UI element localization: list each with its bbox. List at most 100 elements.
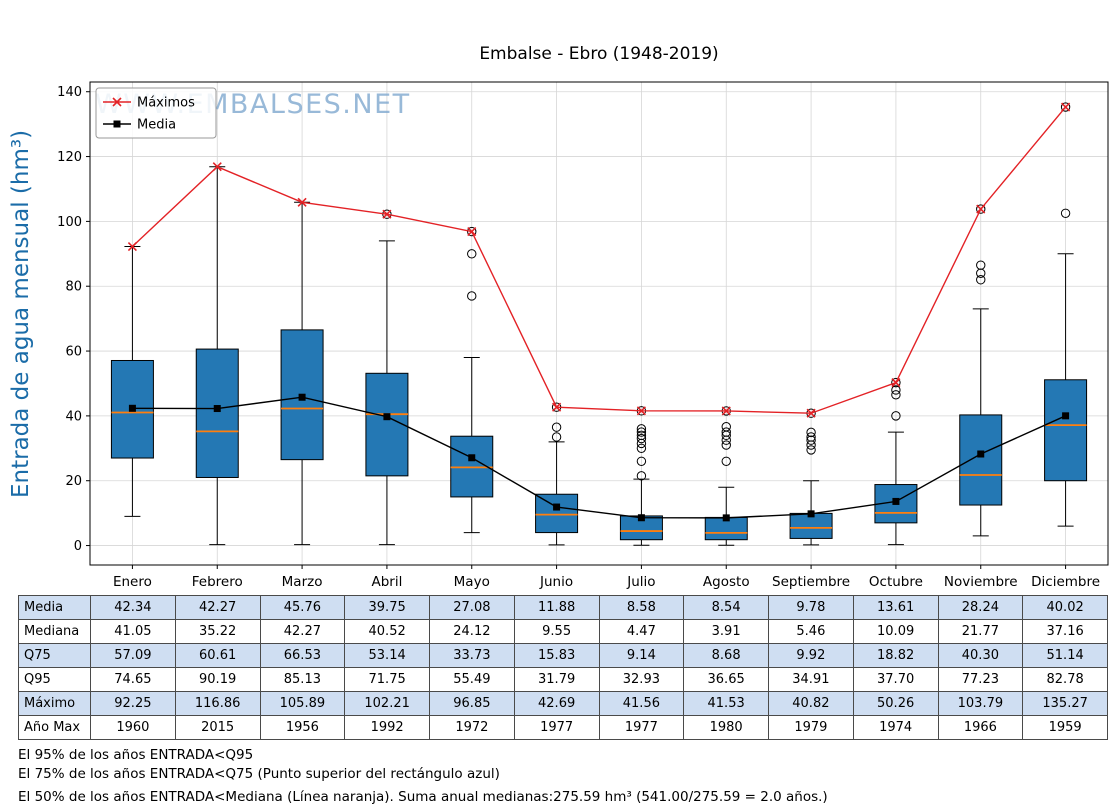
outlier-marker [636,456,647,466]
outlier-marker [976,275,986,285]
table-cell: 45.76 [259,595,346,620]
outlier-marker [721,440,731,450]
table-cell: 3.91 [683,619,769,644]
boxplot-enero [110,246,154,517]
table-cell: 36.65 [683,667,769,692]
box [365,372,409,477]
table-cell: 41.53 [683,691,769,716]
row-label: Año Max [18,715,91,740]
boxplot-febrero [195,166,239,546]
footnote-mediana: El 50% de los años ENTRADA<Mediana (Líne… [18,789,828,805]
x-marker [467,227,477,237]
table-cell: 60.61 [174,643,261,668]
maximos-line [131,106,1067,414]
boxplot-septiembre [789,408,833,546]
boxplot-marzo [280,201,324,546]
square-marker [637,514,645,522]
square-marker [468,454,476,462]
table-cell: 102.21 [344,691,430,716]
table-cell: 66.53 [259,643,346,668]
table-cell: 41.56 [598,691,685,716]
x-tick-octubre: Octubre [869,574,923,590]
table-cell: 1992 [344,715,430,740]
boxplot-diciembre [1044,102,1088,527]
table-cell: 1979 [768,715,854,740]
table-row-año-max: Año Max 1960 2015 1956 1992 1972 1977 1977 1980 1… [18,715,1108,740]
table-cell: 1972 [429,715,515,740]
table-cell: 1977 [598,715,685,740]
square-marker [383,413,391,421]
table-cell: 11.88 [513,595,600,620]
outlier-marker [467,291,477,301]
outlier-marker [636,424,647,434]
table-row-q95: Q95 74.65 90.19 85.13 71.75 55.49 31.79 32.93 36… [18,667,1108,692]
table-cell: 116.86 [174,691,261,716]
table-cell: 9.92 [768,643,854,668]
outlier-marker [891,390,901,400]
square-marker [128,404,136,412]
x-marker [552,402,562,412]
outlier-marker [976,204,986,214]
table-cell: 24.12 [429,619,515,644]
outlier-marker [636,430,647,441]
table-cell: 10.09 [852,619,939,644]
table-cell: 92.25 [90,691,176,716]
table-cell: 37.70 [852,667,939,692]
table-cell: 8.54 [683,595,769,620]
outlier-marker [636,471,647,481]
outlier-marker [806,435,816,445]
x-marker [721,406,731,416]
outlier-marker [891,411,901,421]
table-cell: 32.93 [598,667,685,692]
y-tick-label: 0 [74,539,82,554]
x-tick-abril: Abril [371,574,402,590]
x-tick-diciembre: Diciembre [1031,574,1100,590]
footnote-q75: El 75% de los años ENTRADA<Q75 (Punto su… [18,765,500,782]
table-cell: 74.65 [90,667,176,692]
outlier-marker [806,427,816,438]
box [1044,379,1088,482]
legend-box [95,87,217,139]
boxplot-abril [365,209,409,546]
row-label: Q75 [18,643,91,668]
outlier-marker [636,433,647,444]
table-cell: 41.05 [90,619,176,644]
table-cell: 31.79 [513,667,600,692]
outlier-marker [721,427,731,437]
x-marker [976,204,986,214]
stats-table: Media 42.34 42.27 45.76 39.75 27.08 11.88 8.58 8… [18,595,1108,740]
footnotes: El 95% de los años ENTRADA<Q95 El 75% de… [18,746,828,807]
outlier-marker [721,422,731,432]
x-marker [636,406,646,416]
outlier-marker [636,427,647,437]
table-cell: 1960 [90,715,176,740]
table-cell: 105.89 [259,691,346,716]
x-marker [382,209,392,219]
square-marker [1062,412,1070,420]
table-cell: 90.19 [174,667,261,692]
table-cell: 42.69 [513,691,600,716]
table-cell: 15.83 [513,643,600,668]
table-cell: 51.14 [1022,643,1108,668]
table-cell: 135.27 [1022,691,1108,716]
x-marker [212,162,222,172]
y-tick-label: 60 [65,345,82,360]
table-cell: 103.79 [937,691,1024,716]
table-cell: 27.08 [429,595,515,620]
square-marker [892,497,900,505]
table-row-media: Media 42.34 42.27 45.76 39.75 27.08 11.88 8.58 8… [18,595,1108,620]
box [195,348,239,478]
footnote-q95: El 95% de los años ENTRADA<Q95 [18,747,254,763]
legend-label-media: Media [137,118,176,133]
legend-square-marker-icon [113,120,121,128]
square-marker [977,450,985,458]
x-tick-mayo: Mayo [454,574,490,590]
table-cell: 40.82 [768,691,854,716]
outlier-marker [806,445,816,455]
table-cell: 28.24 [937,595,1024,620]
table-cell: 42.27 [259,619,346,644]
table-cell: 40.02 [1022,595,1108,620]
box [959,414,1003,506]
row-label: Q95 [18,667,91,692]
